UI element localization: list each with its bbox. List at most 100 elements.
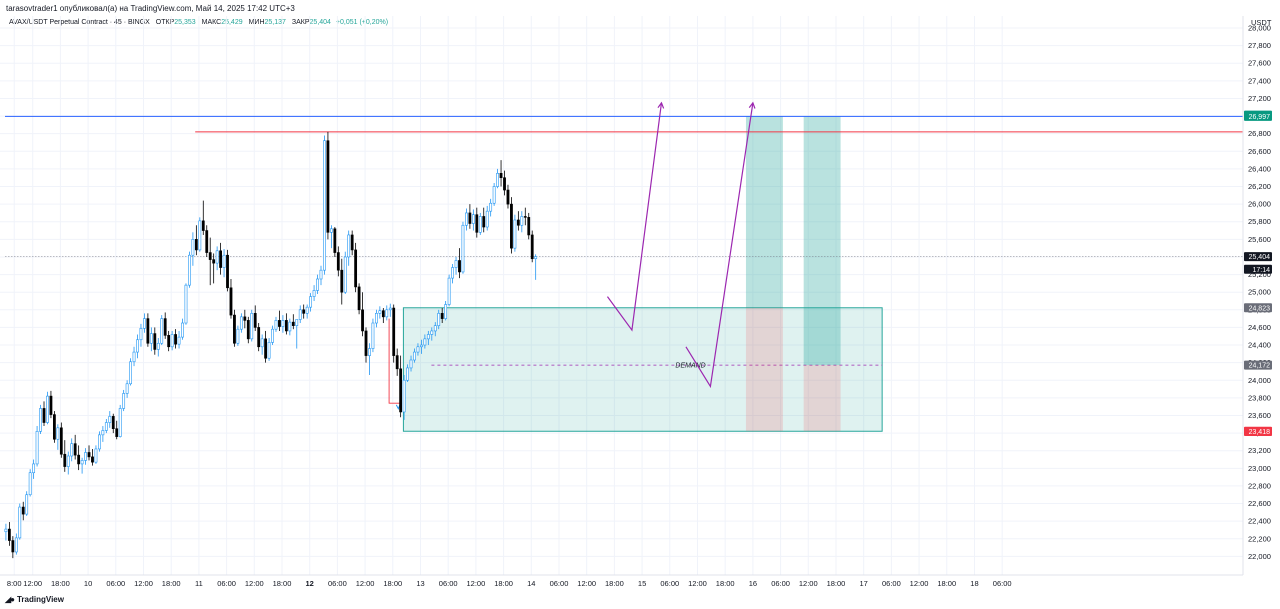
candle-body[interactable] xyxy=(163,318,167,336)
candle-body[interactable] xyxy=(468,212,472,224)
candle-body[interactable] xyxy=(229,287,233,316)
demand-zone[interactable] xyxy=(402,307,883,432)
candle-body[interactable] xyxy=(136,339,139,353)
candle-body[interactable] xyxy=(451,267,454,279)
candle-body[interactable] xyxy=(319,269,323,280)
candle-body[interactable] xyxy=(212,259,216,264)
candle-body[interactable] xyxy=(461,224,465,273)
candle-body[interactable] xyxy=(465,212,468,226)
candle-body[interactable] xyxy=(18,506,22,539)
candle-body[interactable] xyxy=(219,250,222,268)
candle-body[interactable] xyxy=(77,454,81,465)
candle-body[interactable] xyxy=(368,348,371,356)
position-profit-zone[interactable] xyxy=(803,116,841,366)
candle-body[interactable] xyxy=(364,330,368,356)
candle-body[interactable] xyxy=(49,395,53,415)
candle-body[interactable] xyxy=(111,416,115,429)
candle-body[interactable] xyxy=(167,335,171,348)
candle-body[interactable] xyxy=(125,383,129,394)
candle-body[interactable] xyxy=(499,173,503,179)
candle-body[interactable] xyxy=(253,313,257,328)
candle-body[interactable] xyxy=(343,256,347,293)
candle-body[interactable] xyxy=(395,355,399,370)
candle-body[interactable] xyxy=(267,342,271,359)
candle-body[interactable] xyxy=(149,333,153,344)
candle-body[interactable] xyxy=(181,322,184,338)
candle-body[interactable] xyxy=(122,393,126,409)
candle-body[interactable] xyxy=(326,140,330,233)
position-stop-zone[interactable] xyxy=(745,307,783,432)
candle-body[interactable] xyxy=(201,220,205,231)
candle-body[interactable] xyxy=(323,140,326,271)
candle-body[interactable] xyxy=(260,338,264,348)
candle-body[interactable] xyxy=(416,346,420,353)
candle-body[interactable] xyxy=(184,284,188,324)
candle-body[interactable] xyxy=(516,219,520,226)
candle-body[interactable] xyxy=(208,252,212,260)
candle-body[interactable] xyxy=(194,239,198,251)
candle-body[interactable] xyxy=(170,334,174,348)
candle-body[interactable] xyxy=(91,456,94,463)
position-profit-zone[interactable] xyxy=(745,116,783,308)
candle-body[interactable] xyxy=(177,336,181,345)
candle-body[interactable] xyxy=(447,277,451,305)
candle-body[interactable] xyxy=(298,309,302,320)
candle-body[interactable] xyxy=(458,260,461,273)
candle-body[interactable] xyxy=(530,234,534,260)
footer-brand[interactable]: ◢● TradingView xyxy=(5,595,64,604)
candle-body[interactable] xyxy=(471,214,475,224)
candle-body[interactable] xyxy=(409,359,413,369)
candle-body[interactable] xyxy=(475,214,479,233)
candle-body[interactable] xyxy=(42,408,46,423)
candle-body[interactable] xyxy=(371,322,375,349)
candle-body[interactable] xyxy=(25,494,29,515)
candle-body[interactable] xyxy=(413,351,416,361)
candle-body[interactable] xyxy=(191,239,195,256)
candle-body[interactable] xyxy=(316,278,319,291)
candle-body[interactable] xyxy=(295,319,299,326)
candle-body[interactable] xyxy=(84,452,87,461)
candle-body[interactable] xyxy=(271,328,274,343)
candle-body[interactable] xyxy=(288,321,292,332)
candle-body[interactable] xyxy=(239,316,243,330)
candle-body[interactable] xyxy=(510,203,513,249)
candle-body[interactable] xyxy=(485,210,489,228)
candle-body[interactable] xyxy=(101,430,105,436)
candle-body[interactable] xyxy=(132,351,136,363)
candle-body[interactable] xyxy=(388,307,392,311)
candle-body[interactable] xyxy=(14,537,18,553)
candle-body[interactable] xyxy=(312,290,316,297)
price-axis[interactable]: USDT 22,000 22,200 22,400 22,600 22,800 23,00… xyxy=(1242,16,1272,575)
candle-body[interactable] xyxy=(257,327,261,348)
candle-body[interactable] xyxy=(520,216,524,226)
candle-body[interactable] xyxy=(236,328,240,344)
candle-body[interactable] xyxy=(46,395,49,423)
candle-body[interactable] xyxy=(39,408,42,432)
candle-body[interactable] xyxy=(430,330,434,335)
candle-body[interactable] xyxy=(56,427,60,440)
candle-body[interactable] xyxy=(153,333,157,350)
candle-body[interactable] xyxy=(305,306,309,314)
candle-body[interactable] xyxy=(329,228,333,233)
candle-body[interactable] xyxy=(243,316,247,321)
forecast-arrow[interactable] xyxy=(685,102,754,389)
candle-body[interactable] xyxy=(80,460,84,465)
candle-body[interactable] xyxy=(354,249,358,288)
candle-body[interactable] xyxy=(523,216,527,218)
candle-body[interactable] xyxy=(392,307,396,356)
candle-body[interactable] xyxy=(513,219,517,249)
candle-body[interactable] xyxy=(66,455,70,467)
candle-body[interactable] xyxy=(454,260,458,268)
candle-body[interactable] xyxy=(4,528,8,533)
candle-body[interactable] xyxy=(399,368,403,413)
candle-body[interactable] xyxy=(143,318,146,329)
candle-body[interactable] xyxy=(87,452,91,458)
candle-body[interactable] xyxy=(59,427,63,455)
candle-body[interactable] xyxy=(32,463,36,474)
candle-body[interactable] xyxy=(492,186,496,204)
candle-body[interactable] xyxy=(406,367,409,381)
candle-body[interactable] xyxy=(381,310,385,318)
candle-body[interactable] xyxy=(361,309,364,332)
candle-body[interactable] xyxy=(70,443,74,457)
candle-body[interactable] xyxy=(226,254,229,289)
